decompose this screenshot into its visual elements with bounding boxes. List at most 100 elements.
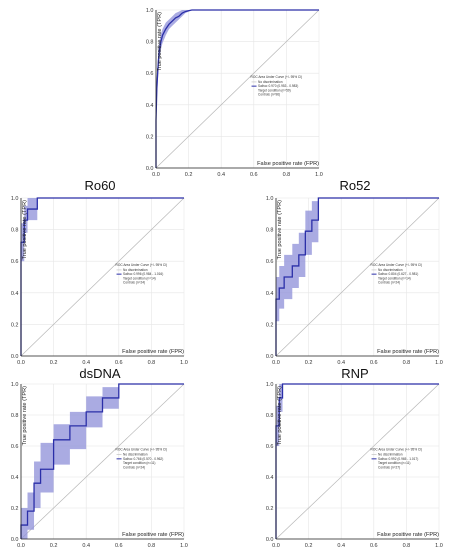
x-tick-label: 0.6 <box>115 360 123 366</box>
x-tick-label: 0.8 <box>283 172 291 178</box>
chart-title-dsdna: dsDNA <box>79 366 121 381</box>
legend-header: ROC Area Under Curve (+/- 95% CI) <box>116 448 168 452</box>
confidence-band <box>276 198 439 356</box>
x-tick-label: 0.8 <box>148 543 156 549</box>
no-discrimination-line <box>275 197 440 357</box>
x-tick-label: 0.2 <box>305 360 313 366</box>
x-tick-label: 0.0 <box>272 360 280 366</box>
y-tick-label: 0.0 <box>11 537 19 543</box>
y-tick-label: 0.2 <box>11 506 19 512</box>
roc-plot-top: 0.0 0.2 0.4 0.6 0.8 1.0 0.0 0.2 0.4 0.6 0.8 1.0 Fals… <box>146 8 323 178</box>
legend-entry: No discrimination <box>378 453 403 457</box>
x-tick-label: 1.0 <box>435 360 443 366</box>
legend-entry: Target condition (n=11) <box>378 461 410 465</box>
roc-plot-dsdna: 0.0 0.2 0.4 0.6 0.8 1.0 0.0 0.2 0.4 0.6 0.8 1.0 Fals… <box>11 382 188 549</box>
y-tick-label: 0.2 <box>146 134 154 140</box>
y-tick-label: 0.8 <box>146 40 154 46</box>
legend-entry: Controls (n=27) <box>378 465 400 469</box>
y-axis-label: True positive rate (TPR) <box>157 12 163 72</box>
x-tick-label: 0.0 <box>17 543 25 549</box>
legend-entry: No discrimination <box>123 268 148 272</box>
legend-entry: Saliva: 0.992 (0.965 - 1.017) <box>378 457 418 461</box>
legend-entry: Saliva: 0.996 (0.984 - 1.016) <box>123 272 163 276</box>
y-tick-label: 0.6 <box>11 259 19 265</box>
roc-chart-ro52: Ro52 0.0 0.2 0.4 0.6 0.8 1.0 0.0 0.2 0.4 0.6 0.8 1.… <box>255 178 455 368</box>
legend-entry: Target condition (n=14) <box>123 276 156 280</box>
y-tick-label: 0.6 <box>11 444 19 450</box>
roc-chart-rnp: RNP 0.0 0.2 0.4 0.6 0.8 1.0 0.0 0.2 0.4 0.6 0.8 1.0… <box>255 366 455 550</box>
legend-entry: Controls (n=24) <box>123 465 145 469</box>
y-tick-label: 0.8 <box>266 228 274 234</box>
chart-title-rnp: RNP <box>341 366 369 381</box>
y-tick-label: 0.2 <box>266 506 274 512</box>
y-tick-label: 0.2 <box>11 322 19 328</box>
x-tick-label: 1.0 <box>315 172 323 178</box>
legend-entry: Target condition (n=11) <box>123 461 155 465</box>
x-axis-label: False positive rate (FPR) <box>122 532 184 538</box>
roc-curve <box>20 197 184 356</box>
y-tick-label: 0.8 <box>11 413 19 419</box>
legend-entry: No discrimination <box>123 453 148 457</box>
roc-curve <box>275 197 439 356</box>
legend-header: ROC Area Under Curve (+/- 95% CI) <box>371 448 423 452</box>
legend-entry: Controls (n=96) <box>258 93 280 97</box>
x-tick-label: 0.6 <box>115 543 123 549</box>
no-discrimination-line <box>20 197 185 357</box>
legend-entry: Saliva: 0.804 (0.627 - 0.981) <box>378 272 418 276</box>
x-tick-label: 0.4 <box>82 543 90 549</box>
y-axis-label: True positive rate (TPR) <box>22 386 28 446</box>
no-discrimination-line <box>20 383 185 540</box>
x-tick-label: 0.4 <box>337 543 345 549</box>
roc-plot-rnp: 0.0 0.2 0.4 0.6 0.8 1.0 0.0 0.2 0.4 0.6 0.8 1.0 Fals… <box>266 382 443 549</box>
legend-header: ROC Area Under Curve (+/- 95% CI) <box>371 263 423 267</box>
x-tick-label: 0.0 <box>17 360 25 366</box>
y-tick-label: 0.4 <box>146 103 154 109</box>
y-axis-label: True positive rate (TPR) <box>277 200 283 260</box>
x-axis-label: False positive rate (FPR) <box>257 161 319 167</box>
y-tick-label: 1.0 <box>146 8 154 14</box>
x-tick-label: 0.6 <box>370 543 378 549</box>
x-tick-label: 1.0 <box>435 543 443 549</box>
x-axis-label: False positive rate (FPR) <box>122 349 184 355</box>
y-tick-label: 0.4 <box>11 291 19 297</box>
roc-plot-ro60: 0.0 0.2 0.4 0.6 0.8 1.0 0.0 0.2 0.4 0.6 0.8 1.0 Fals… <box>11 196 188 366</box>
x-axis-label: False positive rate (FPR) <box>377 532 439 538</box>
y-tick-label: 0.8 <box>266 413 274 419</box>
roc-curve <box>155 9 319 168</box>
legend-entry: No discrimination <box>378 268 403 272</box>
x-tick-label: 0.2 <box>305 543 313 549</box>
y-tick-label: 0.4 <box>11 475 19 481</box>
y-tick-label: 0.4 <box>266 475 274 481</box>
roc-plot-ro52: 0.0 0.2 0.4 0.6 0.8 1.0 0.0 0.2 0.4 0.6 0.8 1.0 Fals… <box>266 196 443 366</box>
no-discrimination-line <box>155 9 320 169</box>
y-tick-label: 0.0 <box>266 354 274 360</box>
chart-title-ro60: Ro60 <box>84 178 116 193</box>
x-tick-label: 0.4 <box>217 172 225 178</box>
legend-header: ROC Area Under Curve (+/- 95% CI) <box>251 75 303 79</box>
x-tick-label: 0.6 <box>250 172 258 178</box>
confidence-band <box>21 198 184 356</box>
chart-title-ro52: Ro52 <box>339 178 371 193</box>
legend-header: ROC Area Under Curve (+/- 95% CI) <box>116 263 168 267</box>
x-tick-label: 0.8 <box>148 360 156 366</box>
roc-chart-dsdna: dsDNA 0.0 0.2 0.4 0.6 0.8 1.0 0.0 0.2 0.4 0.6 0.8 1… <box>0 366 200 550</box>
y-tick-label: 0.6 <box>266 444 274 450</box>
x-tick-label: 0.2 <box>50 360 58 366</box>
x-tick-label: 0.8 <box>403 543 411 549</box>
y-tick-label: 1.0 <box>266 382 274 388</box>
no-discrimination-line <box>275 383 440 540</box>
y-tick-label: 0.6 <box>266 259 274 265</box>
roc-chart-ro60: Ro60 0.0 0.2 0.4 0.6 0.8 1.0 0.0 0.2 0.4 0.6 0.8 1.… <box>0 178 200 368</box>
roc-curve <box>20 383 184 539</box>
x-tick-label: 0.4 <box>337 360 345 366</box>
y-tick-label: 0.6 <box>146 71 154 77</box>
y-axis-label: True positive rate (TPR) <box>22 200 28 260</box>
y-tick-label: 0.2 <box>266 322 274 328</box>
x-axis-label: False positive rate (FPR) <box>377 349 439 355</box>
legend-entry: Target condition (n=14) <box>378 276 411 280</box>
x-tick-label: 0.2 <box>185 172 193 178</box>
x-tick-label: 0.0 <box>272 543 280 549</box>
x-tick-label: 1.0 <box>180 543 188 549</box>
x-tick-label: 0.6 <box>370 360 378 366</box>
x-tick-label: 1.0 <box>180 360 188 366</box>
